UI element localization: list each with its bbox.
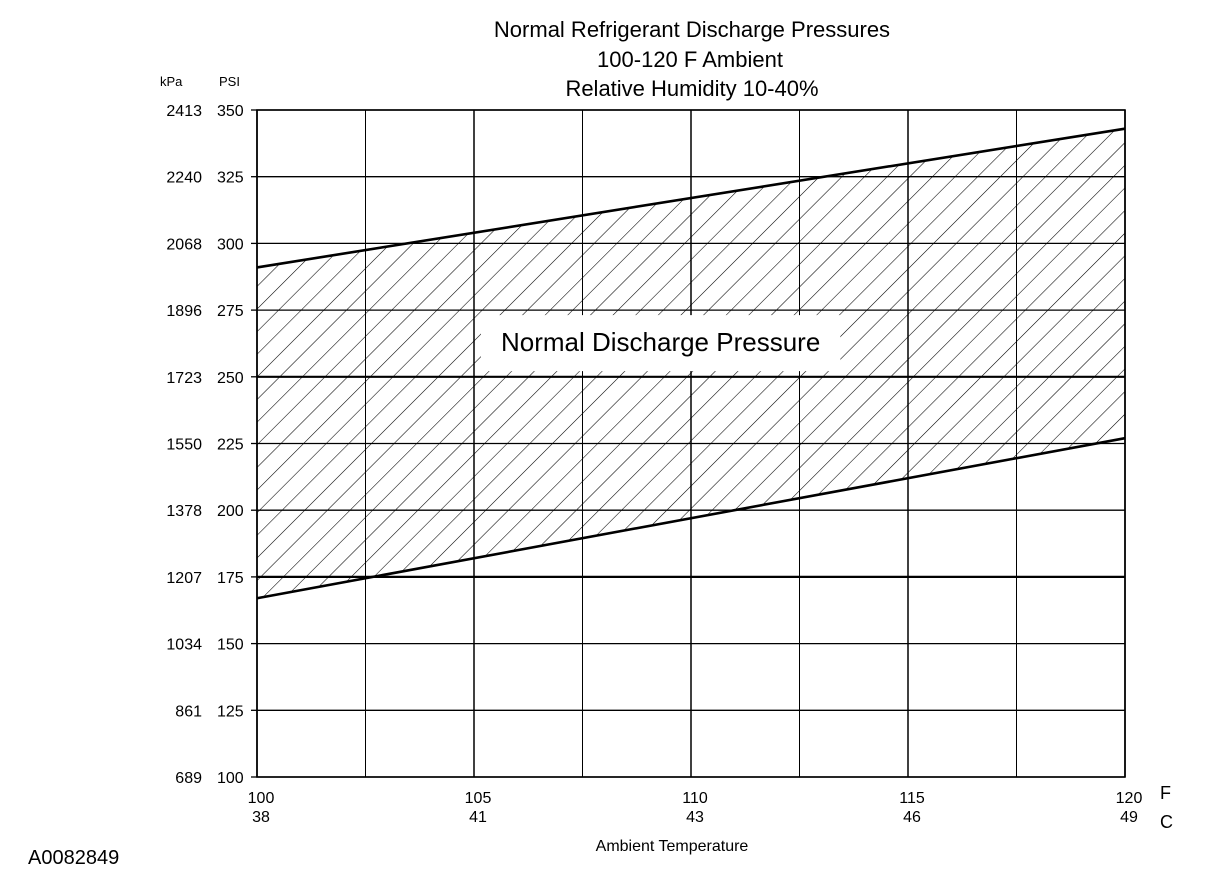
psi-tick-label: 175 bbox=[217, 570, 244, 587]
celsius-tick-label: 43 bbox=[686, 809, 704, 826]
y-tick-labels: 2413 350 2240 325 2068 300 1896 275 1723 250 1550 2… bbox=[166, 103, 243, 787]
kpa-tick-label: 2413 bbox=[166, 103, 202, 120]
fahrenheit-unit-label: F bbox=[1160, 783, 1171, 803]
psi-tick-label: 250 bbox=[217, 370, 244, 387]
psi-unit-label: PSI bbox=[219, 74, 240, 89]
fahrenheit-tick-label: 105 bbox=[465, 790, 492, 807]
kpa-tick-label: 1896 bbox=[166, 303, 202, 320]
psi-tick-label: 275 bbox=[217, 303, 244, 320]
fahrenheit-tick-label: 110 bbox=[682, 790, 708, 807]
kpa-unit-label: kPa bbox=[160, 74, 183, 89]
celsius-tick-label: 49 bbox=[1120, 809, 1138, 826]
kpa-tick-label: 2240 bbox=[166, 170, 202, 187]
celsius-tick-label: 41 bbox=[469, 809, 487, 826]
kpa-tick-label: 1550 bbox=[166, 437, 202, 454]
kpa-tick-label: 861 bbox=[175, 703, 202, 720]
celsius-tick-label: 46 bbox=[903, 809, 921, 826]
psi-tick-label: 125 bbox=[217, 703, 244, 720]
upper-limit-line bbox=[256, 127, 1126, 269]
psi-tick-label: 350 bbox=[217, 103, 244, 120]
kpa-tick-label: 1723 bbox=[166, 370, 202, 387]
region-label: Normal Discharge Pressure bbox=[501, 327, 820, 357]
celsius-tick-label: 38 bbox=[252, 809, 270, 826]
psi-tick-label: 325 bbox=[217, 170, 244, 187]
psi-tick-label: 100 bbox=[217, 770, 244, 787]
kpa-tick-label: 1378 bbox=[166, 503, 202, 520]
chart-title-line-3: Relative Humidity 10-40% bbox=[565, 76, 818, 101]
chart-title-line-1: Normal Refrigerant Discharge Pressures bbox=[494, 17, 890, 42]
fahrenheit-tick-label: 100 bbox=[248, 790, 275, 807]
kpa-tick-label: 1034 bbox=[166, 637, 202, 654]
figure-id: A0082849 bbox=[28, 847, 119, 869]
x-axis-label: Ambient Temperature bbox=[596, 838, 749, 855]
region-label-background bbox=[480, 315, 841, 372]
celsius-unit-label: C bbox=[1160, 812, 1173, 832]
grid bbox=[251, 109, 1126, 778]
kpa-tick-label: 689 bbox=[175, 770, 202, 787]
x-tick-labels: 100 38 105 41 110 43 115 46 120 49 bbox=[248, 790, 1143, 826]
psi-tick-label: 300 bbox=[217, 236, 244, 253]
psi-tick-label: 150 bbox=[217, 637, 244, 654]
kpa-tick-label: 2068 bbox=[166, 236, 202, 253]
psi-tick-label: 225 bbox=[217, 437, 244, 454]
chart-title-line-2: 100-120 F Ambient bbox=[597, 47, 783, 72]
lower-limit-line bbox=[256, 436, 1126, 600]
psi-tick-label: 200 bbox=[217, 503, 244, 520]
fahrenheit-tick-label: 120 bbox=[1116, 790, 1143, 807]
kpa-tick-label: 1207 bbox=[166, 570, 202, 587]
fahrenheit-tick-label: 115 bbox=[899, 790, 925, 807]
